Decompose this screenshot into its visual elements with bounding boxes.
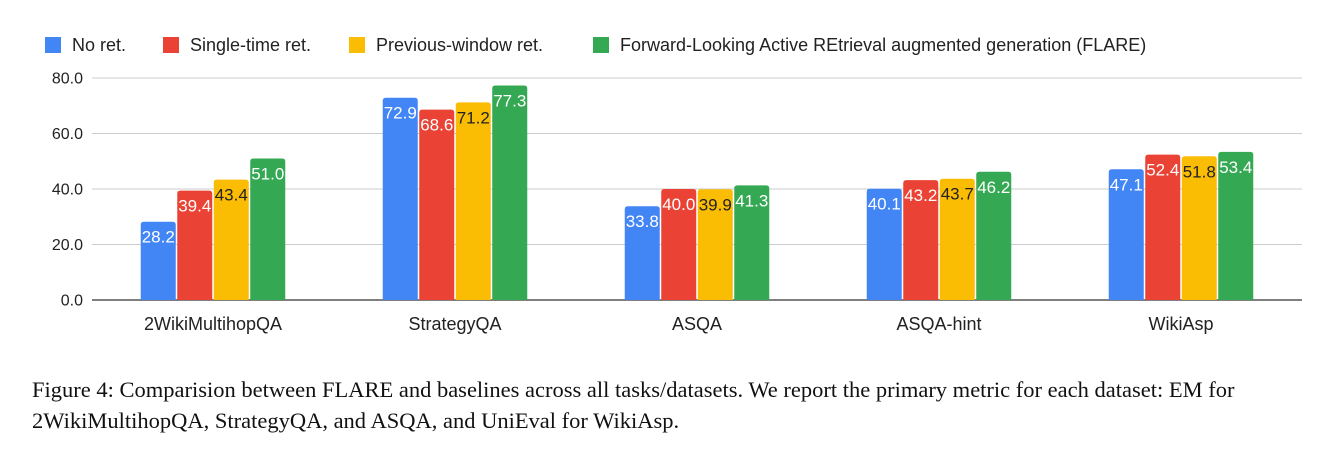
bar-wikiasp-series-3 bbox=[1181, 156, 1217, 300]
x-axis-category-labels: 2WikiMultihopQA StrategyQA ASQA ASQA-hint Wi… bbox=[144, 314, 1214, 334]
data-label-asqa-series-3: 39.9 bbox=[699, 195, 732, 214]
bar-asqa-hint-series-1 bbox=[866, 188, 902, 300]
legend-label: Single-time ret. bbox=[190, 35, 311, 55]
x-category-label-wikiasp: WikiAsp bbox=[1148, 314, 1213, 334]
x-category-label-asqa: ASQA bbox=[672, 314, 722, 334]
chart-data-labels: 28.239.443.451.0 72.968.6 71.277.3 33.840.0… bbox=[142, 91, 1253, 246]
data-label-asqa-series-2: 40.0 bbox=[662, 195, 695, 214]
data-label-asqa-series-1: 33.8 bbox=[626, 212, 659, 231]
data-label-2wikimultihopqa-series-4: 51.0 bbox=[251, 164, 284, 183]
data-label-wikiasp-series-1: 47.1 bbox=[1110, 175, 1143, 194]
legend-swatch-forward-looking-active-r bbox=[593, 37, 609, 53]
legend-swatch-single-time-ret bbox=[163, 37, 179, 53]
bar-2wikimultihopqa-series-3 bbox=[213, 179, 249, 300]
legend-label: Previous-window ret. bbox=[376, 35, 543, 55]
bar-2wikimultihopqa-series-1 bbox=[140, 221, 176, 300]
data-label-asqa-hint-series-2: 43.2 bbox=[904, 186, 937, 205]
legend-label: Forward-Looking Active REtrieval augment… bbox=[620, 35, 1146, 55]
bar-wikiasp-series-2 bbox=[1145, 154, 1181, 300]
chart-bars bbox=[140, 85, 1254, 301]
y-tick-label: 0.0 bbox=[61, 293, 83, 310]
data-label-2wikimultihopqa-series-1: 28.2 bbox=[142, 228, 175, 247]
data-label-2wikimultihopqa-series-2: 39.4 bbox=[178, 197, 211, 216]
bar-2wikimultihopqa-series-4 bbox=[250, 158, 286, 300]
data-label-strategyqa-series-3: 71.2 bbox=[457, 108, 490, 127]
bar-asqa-series-2 bbox=[661, 189, 697, 300]
y-tick-label: 40.0 bbox=[52, 182, 83, 199]
data-label-wikiasp-series-3: 51.8 bbox=[1183, 162, 1216, 181]
legend-swatch-no-ret bbox=[45, 37, 61, 53]
data-label-asqa-hint-series-4: 46.2 bbox=[977, 178, 1010, 197]
x-category-label-2wikimultihopqa: 2WikiMultihopQA bbox=[144, 314, 282, 334]
bar-strategyqa-series-4 bbox=[492, 85, 528, 301]
bar-strategyqa-series-3 bbox=[455, 102, 491, 300]
data-label-strategyqa-series-1: 72.9 bbox=[384, 104, 417, 123]
figure-caption: Figure 4: Comparision between FLARE and … bbox=[32, 377, 1235, 433]
bar-asqa-hint-series-4 bbox=[976, 171, 1012, 300]
bar-asqa-hint-series-2 bbox=[903, 180, 939, 300]
legend-swatch-previous-window-ret bbox=[349, 37, 365, 53]
bar-asqa-series-3 bbox=[697, 189, 733, 300]
x-category-label-strategyqa: StrategyQA bbox=[408, 314, 501, 334]
bar-wikiasp-series-1 bbox=[1108, 169, 1144, 300]
data-label-asqa-series-4: 41.3 bbox=[735, 191, 768, 210]
bar-asqa-hint-series-3 bbox=[939, 178, 975, 300]
data-label-strategyqa-series-4: 77.3 bbox=[493, 91, 526, 110]
data-label-asqa-hint-series-1: 40.1 bbox=[868, 195, 901, 214]
bar-chart: No ret. Single-time ret. Previous-window r… bbox=[45, 35, 1302, 334]
bar-strategyqa-series-1 bbox=[382, 97, 418, 300]
legend-label: No ret. bbox=[72, 35, 126, 55]
chart-legend: No ret. Single-time ret. Previous-window r… bbox=[45, 35, 1146, 55]
x-category-label-asqa-hint: ASQA-hint bbox=[896, 314, 981, 334]
bar-asqa-series-1 bbox=[624, 206, 660, 300]
bar-asqa-series-4 bbox=[734, 185, 770, 300]
data-label-2wikimultihopqa-series-3: 43.4 bbox=[215, 186, 248, 205]
data-label-wikiasp-series-2: 52.4 bbox=[1146, 161, 1179, 180]
bar-wikiasp-series-4 bbox=[1218, 151, 1254, 300]
y-tick-label: 60.0 bbox=[52, 126, 83, 143]
data-label-asqa-hint-series-3: 43.7 bbox=[941, 185, 974, 204]
chart-gridlines bbox=[92, 77, 1302, 301]
bar-2wikimultihopqa-series-2 bbox=[177, 190, 213, 300]
y-tick-label: 20.0 bbox=[52, 237, 83, 254]
y-tick-label: 80.0 bbox=[52, 71, 83, 88]
data-label-wikiasp-series-4: 53.4 bbox=[1219, 158, 1252, 177]
data-label-strategyqa-series-2: 68.6 bbox=[420, 116, 453, 135]
bar-strategyqa-series-2 bbox=[419, 109, 455, 300]
y-axis-tick-labels: 0.0 20.0 40.0 60.0 80.0 bbox=[52, 71, 83, 310]
